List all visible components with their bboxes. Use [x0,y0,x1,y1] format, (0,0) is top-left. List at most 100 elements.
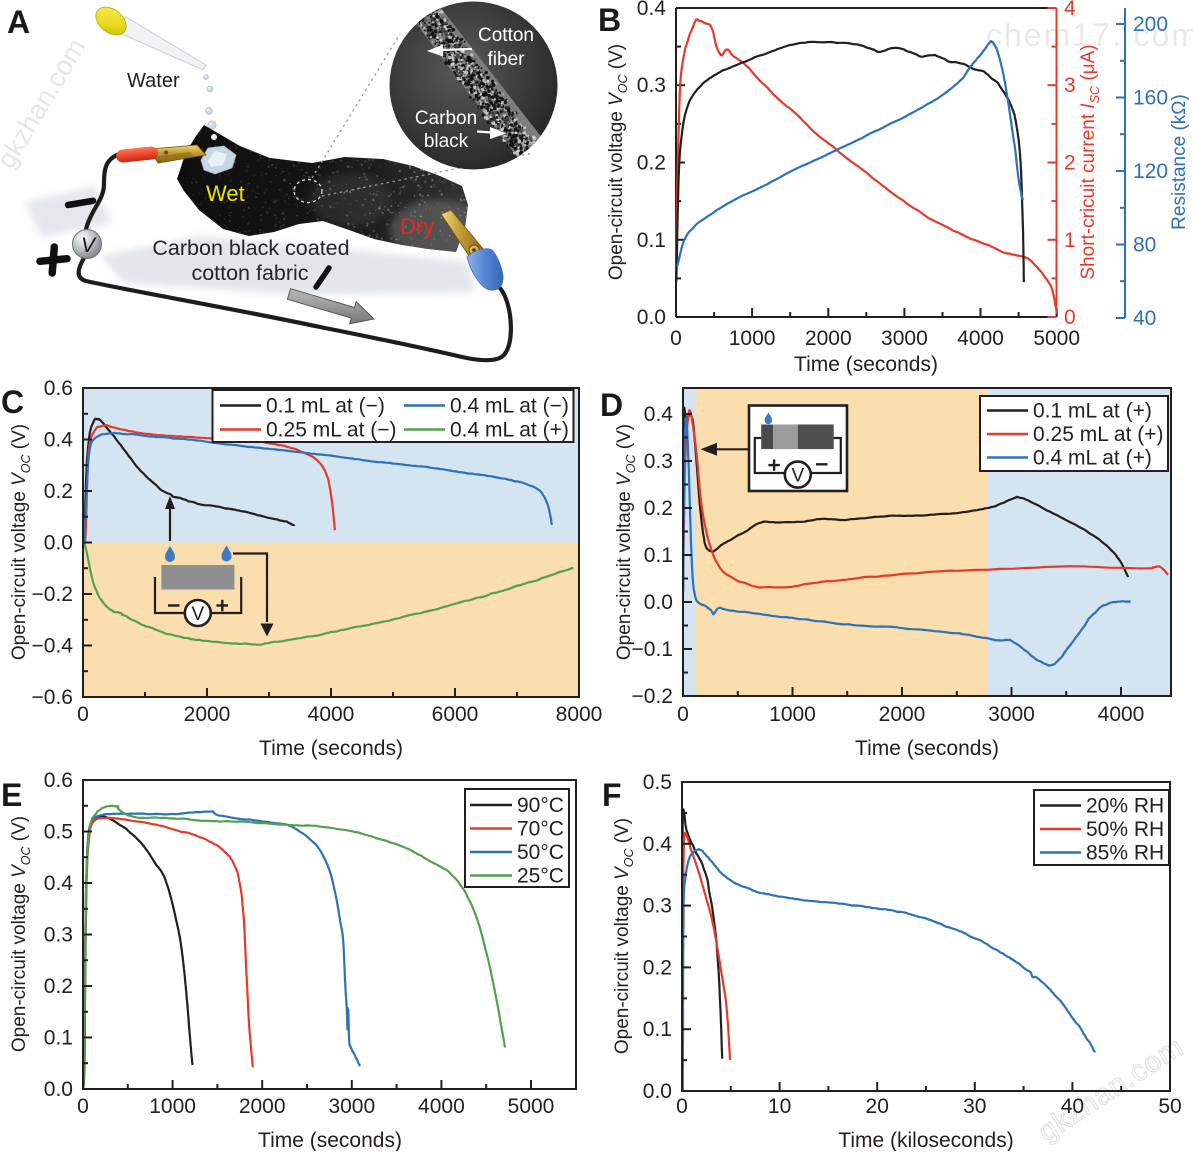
svg-text:30: 30 [963,1095,986,1118]
svg-text:0: 0 [670,327,682,350]
svg-text:20% RH: 20% RH [1086,795,1164,818]
svg-text:gkzhan.com: gkzhan.com [0,33,92,173]
svg-text:3000: 3000 [988,703,1035,726]
svg-text:0.4 mL at (+): 0.4 mL at (+) [450,419,569,442]
svg-text:D: D [600,387,623,423]
svg-text:70°C: 70°C [517,818,564,841]
svg-text:V: V [191,604,204,625]
svg-text:2000: 2000 [239,1095,286,1118]
svg-text:5000: 5000 [508,1095,555,1118]
svg-text:0: 0 [1064,306,1076,329]
svg-text:0.2: 0.2 [44,975,73,998]
svg-text:F: F [602,777,622,813]
svg-text:0.2: 0.2 [644,497,673,520]
svg-text:2000: 2000 [805,327,852,350]
svg-text:−0.2: −0.2 [32,583,73,606]
svg-text:Water: Water [127,70,180,92]
svg-text:1000: 1000 [769,703,816,726]
svg-text:160: 160 [1133,87,1168,110]
svg-text:fiber: fiber [488,49,526,70]
svg-text:0.1: 0.1 [644,544,673,567]
svg-text:4000: 4000 [1098,703,1145,726]
svg-text:85% RH: 85% RH [1086,842,1164,865]
svg-text:4000: 4000 [418,1095,465,1118]
svg-text:8000: 8000 [556,703,603,726]
svg-text:0.0: 0.0 [44,532,73,555]
svg-text:20: 20 [866,1095,889,1118]
svg-text:0.5: 0.5 [44,821,73,844]
svg-text:2000: 2000 [184,703,231,726]
svg-text:0: 0 [676,1095,688,1118]
svg-text:0.0: 0.0 [44,1078,73,1101]
svg-text:90°C: 90°C [517,794,564,817]
svg-text:0.2: 0.2 [637,152,666,175]
svg-text:50: 50 [1158,1095,1181,1118]
svg-text:1000: 1000 [729,327,776,350]
svg-text:Open-circuit voltage VOC (V): Open-circuit voltage VOC (V) [614,424,638,660]
svg-text:Time (seconds): Time (seconds) [259,737,403,760]
svg-text:0.4: 0.4 [643,833,673,856]
svg-text:−0.6: −0.6 [32,686,73,709]
svg-text:4000: 4000 [308,703,355,726]
svg-text:0.2: 0.2 [643,956,672,979]
svg-text:2: 2 [1064,152,1076,175]
svg-text:0.3: 0.3 [637,74,666,97]
svg-text:0.5: 0.5 [643,771,672,794]
svg-text:0.0: 0.0 [644,591,673,614]
svg-text:Wet: Wet [206,181,245,206]
svg-text:3000: 3000 [328,1095,375,1118]
svg-text:0.25 mL at (−): 0.25 mL at (−) [266,419,397,442]
svg-text:0.4 mL at (−): 0.4 mL at (−) [450,395,569,418]
svg-text:0.1 mL at (−): 0.1 mL at (−) [266,395,385,418]
svg-text:Short-cricuit current ISC (μA): Short-cricuit current ISC (μA) [1078,44,1102,279]
svg-text:0.1: 0.1 [637,229,666,252]
svg-text:40: 40 [1133,307,1156,330]
svg-text:gkzhan.com: gkzhan.com [1033,1031,1190,1148]
svg-text:50% RH: 50% RH [1086,818,1164,841]
svg-text:E: E [1,777,22,813]
svg-text:0.25 mL at (+): 0.25 mL at (+) [1033,423,1164,446]
svg-text:Cotton: Cotton [478,25,534,46]
svg-text:0.1: 0.1 [44,1027,73,1050]
svg-text:0.0: 0.0 [643,1080,672,1103]
svg-text:0.1: 0.1 [643,1018,672,1041]
svg-text:0.3: 0.3 [644,450,673,473]
svg-text:Time (seconds): Time (seconds) [794,353,938,376]
svg-text:2000: 2000 [879,703,926,726]
svg-text:120: 120 [1133,160,1168,183]
svg-text:Time (seconds): Time (seconds) [855,737,999,760]
svg-text:6000: 6000 [432,703,479,726]
svg-text:Dry: Dry [400,214,434,239]
svg-text:0: 0 [77,1095,89,1118]
svg-text:0.4: 0.4 [644,403,674,426]
svg-text:0.6: 0.6 [44,377,73,400]
svg-text:50°C: 50°C [517,841,564,864]
svg-text:V: V [791,466,804,487]
svg-text:3000: 3000 [881,327,928,350]
svg-text:5000: 5000 [1033,327,1080,350]
svg-text:0.4: 0.4 [44,872,74,895]
svg-text:10: 10 [768,1095,791,1118]
svg-text:C: C [1,384,24,420]
svg-text:0.3: 0.3 [643,895,672,918]
svg-text:4: 4 [1064,0,1076,20]
svg-text:0.6: 0.6 [44,769,73,792]
svg-text:−0.2: −0.2 [632,685,673,708]
svg-text:1: 1 [1064,229,1076,252]
svg-text:−0.4: −0.4 [32,635,74,658]
svg-text:black: black [424,131,469,152]
svg-text:Carbon black coated: Carbon black coated [152,236,349,260]
svg-text:Resistance (kΩ): Resistance (kΩ) [1169,94,1190,230]
svg-text:3: 3 [1064,74,1076,97]
svg-text:0.4 mL at (+): 0.4 mL at (+) [1033,447,1152,470]
svg-text:0.0: 0.0 [637,306,666,329]
svg-text:A: A [7,4,30,40]
svg-text:0.4: 0.4 [44,429,74,452]
svg-text:cotton fabric: cotton fabric [191,261,308,285]
svg-text:0.1 mL at (+): 0.1 mL at (+) [1033,400,1152,423]
svg-text:−0.1: −0.1 [632,638,673,661]
svg-text:Time (seconds): Time (seconds) [258,1129,402,1151]
svg-text:Open-circuit voltage VOC (V): Open-circuit voltage VOC (V) [9,816,33,1052]
svg-text:B: B [598,2,621,38]
svg-text:1000: 1000 [149,1095,196,1118]
